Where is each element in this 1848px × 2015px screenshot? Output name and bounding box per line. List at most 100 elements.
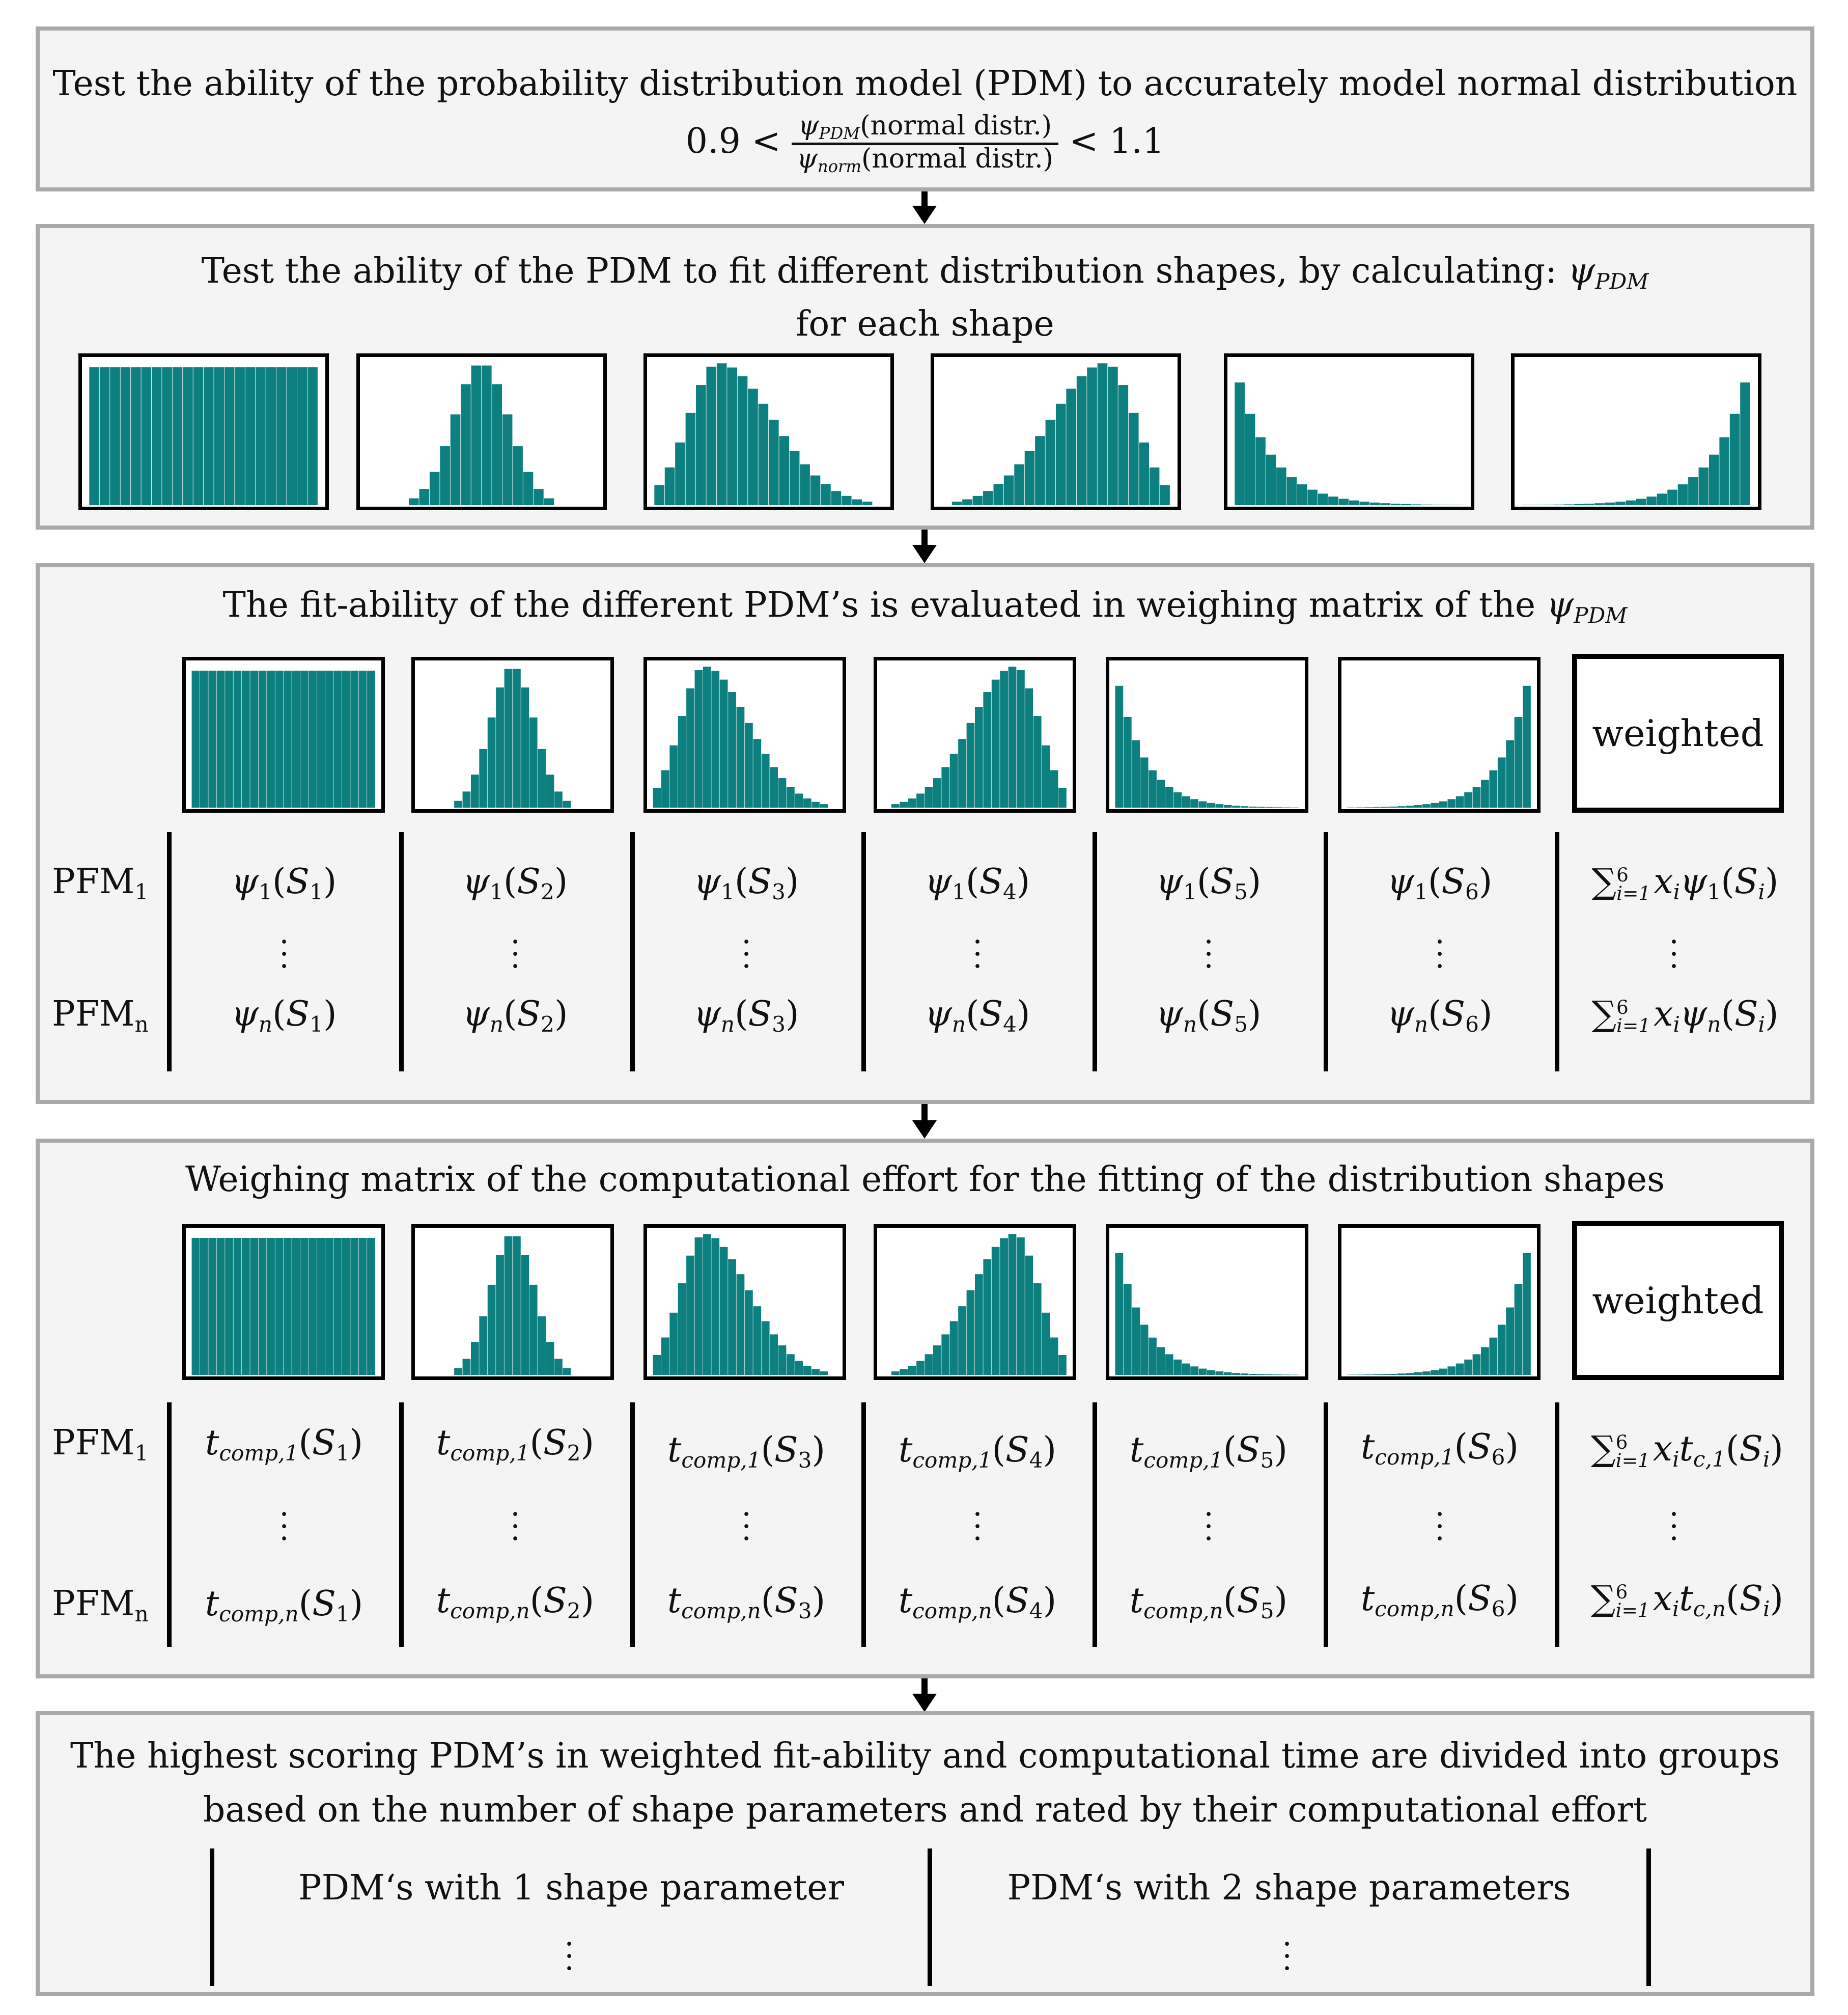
histogram-bar bbox=[350, 1238, 359, 1375]
cell-symbol: ψ bbox=[1387, 862, 1414, 902]
histogram-bar bbox=[758, 403, 769, 506]
histogram-bar bbox=[821, 484, 831, 506]
matrix-cell: tcomp,n(S1) bbox=[205, 1584, 363, 1626]
histogram-bar bbox=[661, 770, 669, 808]
histogram-bar bbox=[1198, 1368, 1207, 1375]
column-divider bbox=[1555, 832, 1559, 1071]
sum-lower: i=1 bbox=[1616, 881, 1651, 904]
row-label-sub: n bbox=[134, 1601, 149, 1626]
histogram-bar bbox=[496, 687, 504, 808]
cell-symbol: ψ bbox=[925, 862, 952, 902]
cell-argsub: 3 bbox=[798, 1447, 812, 1473]
histogram-bar bbox=[1190, 1366, 1198, 1375]
histogram-bar bbox=[1249, 1373, 1257, 1375]
histogram-bar bbox=[1128, 412, 1139, 506]
histogram-bar bbox=[761, 1321, 770, 1375]
cell-symbol: ψ bbox=[462, 862, 490, 902]
cell-arg: S bbox=[1005, 1581, 1029, 1621]
cell-argsub: 6 bbox=[1491, 1444, 1505, 1470]
histogram-bar bbox=[1033, 716, 1042, 808]
cell-arg: S bbox=[774, 1430, 798, 1470]
panel1-title: Test the ability of the probability dist… bbox=[52, 64, 1798, 104]
histogram-bar bbox=[554, 1359, 563, 1375]
matrix-cell: ψ1(S1) bbox=[231, 862, 337, 904]
histogram-bar bbox=[925, 1354, 933, 1375]
histogram-bar bbox=[563, 1368, 571, 1375]
panel5-title-line2: based on the number of shape parameters … bbox=[203, 1790, 1647, 1830]
vertical-ellipsis: ... bbox=[279, 915, 289, 975]
psi-symbol: ψ bbox=[1567, 251, 1595, 291]
cell-symbol: ψ bbox=[462, 994, 490, 1034]
cell-arg: S bbox=[517, 994, 541, 1034]
histogram-bar bbox=[1489, 1337, 1498, 1375]
histogram-bar bbox=[214, 367, 225, 506]
histogram-bar bbox=[546, 1342, 554, 1375]
cell-sub: n bbox=[1414, 1011, 1428, 1037]
vertical-ellipsis: ... bbox=[510, 1487, 520, 1548]
flow-arrow-3 bbox=[921, 1104, 928, 1121]
histogram-bar bbox=[975, 707, 983, 808]
histogram-bar bbox=[409, 498, 419, 506]
histogram-bar bbox=[358, 671, 367, 808]
sum-body-sub: i bbox=[1672, 1596, 1679, 1621]
sum-upper: 6 bbox=[1616, 863, 1629, 886]
histogram-left-skewed bbox=[891, 1234, 1067, 1375]
cell-sub: n bbox=[951, 1011, 966, 1037]
histogram-bar bbox=[461, 384, 471, 506]
matrix-cell: ψ1(S6) bbox=[1387, 862, 1493, 904]
histogram-bar bbox=[694, 670, 703, 808]
cell-sub: comp,n bbox=[1143, 1598, 1223, 1623]
histogram-bar bbox=[521, 687, 529, 808]
histogram-bar bbox=[1108, 367, 1118, 506]
cell-arg: S bbox=[1441, 994, 1466, 1034]
histogram-bar bbox=[1165, 787, 1173, 808]
histogram-bar bbox=[1265, 807, 1274, 808]
histogram-bar bbox=[225, 671, 233, 808]
shape-exponential-decay bbox=[1106, 1224, 1308, 1380]
histogram-bar bbox=[342, 671, 350, 808]
row-label-sub: 1 bbox=[134, 879, 149, 904]
sum-term: t bbox=[1679, 1579, 1693, 1619]
histogram-bar bbox=[1033, 1283, 1042, 1375]
cell-sub: comp,1 bbox=[1143, 1447, 1223, 1473]
histogram-bar bbox=[1157, 780, 1165, 808]
histogram-bar bbox=[661, 1337, 669, 1375]
cell-sub: 1 bbox=[721, 879, 735, 904]
histogram-bar bbox=[208, 1238, 217, 1375]
histogram-bar bbox=[933, 778, 941, 808]
cell-argsub: 2 bbox=[567, 1440, 581, 1466]
histogram-bar bbox=[1481, 780, 1489, 808]
histogram-bar bbox=[1709, 454, 1719, 506]
matrix-cell: tcomp,1(S2) bbox=[436, 1423, 594, 1466]
histogram-bar bbox=[1282, 1374, 1291, 1375]
histogram-bar bbox=[1087, 367, 1097, 506]
histogram-bar bbox=[1307, 489, 1318, 506]
vertical-ellipsis: ... bbox=[741, 1487, 751, 1548]
histogram-bar bbox=[1257, 1374, 1266, 1375]
histogram-bar bbox=[678, 1283, 686, 1375]
matrix-cell: tcomp,n(S5) bbox=[1129, 1581, 1288, 1623]
column-divider bbox=[167, 832, 172, 1071]
histogram-bar bbox=[191, 1238, 200, 1375]
histogram-bar bbox=[1245, 413, 1255, 506]
row-label-pfmn: PFMn bbox=[52, 1584, 149, 1626]
cell-sub: n bbox=[258, 1011, 272, 1037]
histogram-bar bbox=[284, 671, 292, 808]
cell-arg: S bbox=[312, 1423, 336, 1463]
histogram-bar bbox=[800, 464, 810, 506]
histogram-left-skewed bbox=[891, 667, 1067, 808]
cell-symbol: t bbox=[667, 1581, 682, 1621]
cell-sub: 1 bbox=[490, 879, 503, 904]
cell-argsub: 6 bbox=[1465, 1011, 1479, 1037]
histogram-bar bbox=[200, 1238, 208, 1375]
sum-limits: 6 i=1 bbox=[1615, 1583, 1649, 1619]
histogram-bar bbox=[325, 671, 333, 808]
histogram-bar bbox=[1381, 1374, 1389, 1375]
histogram-bar bbox=[1025, 1255, 1033, 1375]
matrix-cell: ψn(S1) bbox=[231, 994, 337, 1037]
histogram-bar bbox=[820, 1371, 828, 1375]
cell-symbol: t bbox=[436, 1423, 451, 1463]
cell-argsub: 6 bbox=[1465, 879, 1479, 904]
histogram-bar bbox=[811, 1369, 820, 1375]
histogram-bar bbox=[1594, 503, 1605, 506]
